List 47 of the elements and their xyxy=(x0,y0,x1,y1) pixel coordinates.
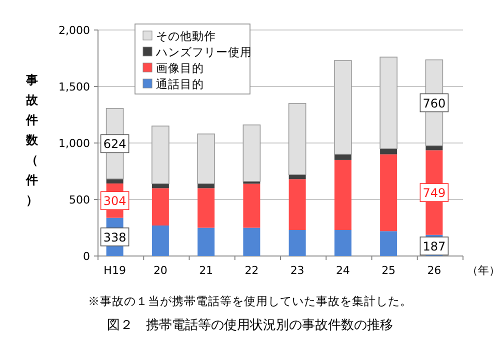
bar xyxy=(152,225,169,256)
x-tick-label: H19 xyxy=(104,264,126,277)
x-tick-label: 25 xyxy=(382,264,396,277)
bar xyxy=(288,179,306,230)
bar xyxy=(380,154,398,232)
legend-label: ハンズフリー使用 xyxy=(155,45,252,59)
bar xyxy=(243,228,260,256)
bar xyxy=(198,188,215,228)
bar xyxy=(152,188,169,226)
y-tick-label: 1,000 xyxy=(58,137,90,150)
y-tick-label: 2,000 xyxy=(58,24,90,37)
bar xyxy=(380,148,398,154)
x-tick-label: 21 xyxy=(199,264,214,277)
x-tick-label: 20 xyxy=(153,264,168,277)
x-tick-label: 24 xyxy=(336,264,350,277)
data-label: 624 xyxy=(103,137,126,152)
bar xyxy=(334,154,352,160)
x-axis-title: （年） xyxy=(467,264,500,277)
text: ※事故の１当が携帯電話等を使用していた事故を集計した。 xyxy=(88,294,412,308)
legend-label: その他動作 xyxy=(156,29,216,43)
bar xyxy=(288,230,306,256)
x-tick-label: 22 xyxy=(244,264,259,277)
bar xyxy=(288,103,306,176)
bar xyxy=(242,124,261,182)
bar xyxy=(243,184,260,228)
legend-label: 画像目的 xyxy=(156,61,204,75)
bar xyxy=(334,60,352,155)
bar xyxy=(152,126,170,184)
data-label: 338 xyxy=(103,230,126,244)
bar xyxy=(334,230,352,256)
data-label: 749 xyxy=(422,186,446,200)
legend-label: 通話目的 xyxy=(156,77,204,91)
caption: 図２ 携帯電話等の使用状況別の事故件数の推移 xyxy=(107,318,393,333)
bar xyxy=(198,228,215,256)
bar xyxy=(197,134,215,184)
bar xyxy=(380,231,398,256)
data-label: 304 xyxy=(103,194,126,208)
bar xyxy=(380,56,398,150)
y-tick-label: 1,500 xyxy=(58,80,90,94)
y-tick-label: 0 xyxy=(83,250,90,263)
x-tick-label: 23 xyxy=(290,264,304,277)
x-tick-label: 26 xyxy=(427,264,442,277)
data-label: 187 xyxy=(422,240,446,254)
data-label: 760 xyxy=(422,96,446,110)
y-tick-label: 500 xyxy=(69,194,90,206)
bar xyxy=(334,160,352,230)
y-axis-title: 事故件数（件） xyxy=(25,73,39,207)
